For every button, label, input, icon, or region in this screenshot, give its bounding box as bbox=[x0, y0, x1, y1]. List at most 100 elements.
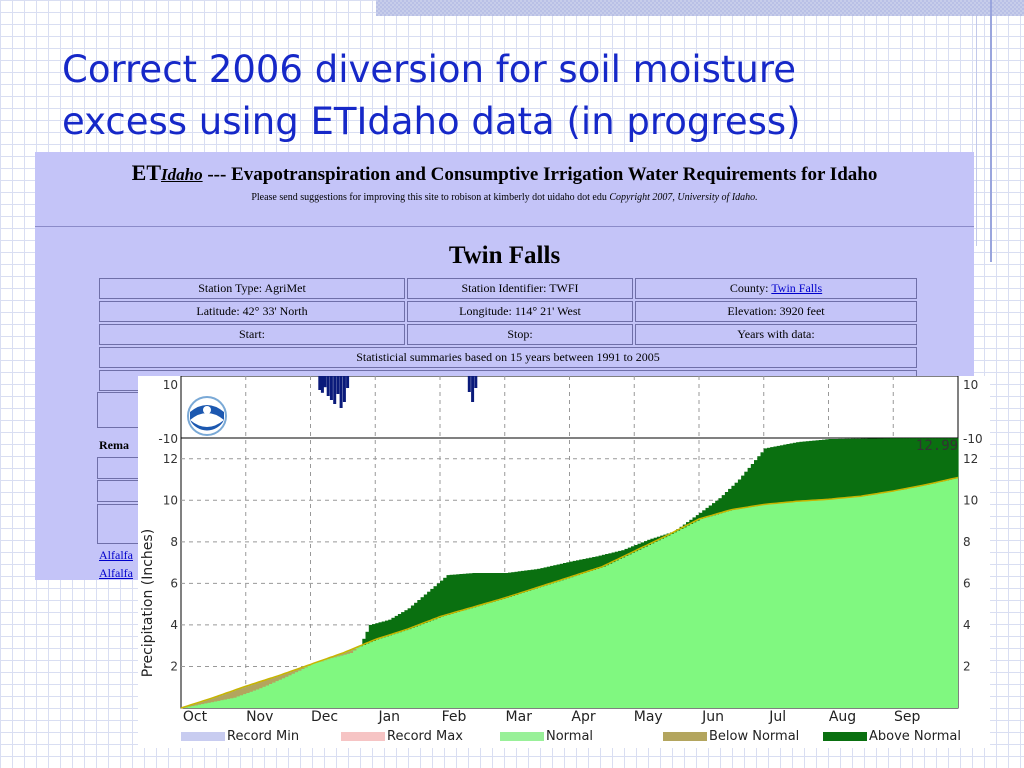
above-normal-segment bbox=[773, 446, 778, 504]
above-normal-segment bbox=[799, 441, 804, 502]
below-normal-segment bbox=[346, 651, 350, 654]
note-copyright: Copyright 2007, University of Idaho. bbox=[609, 192, 758, 203]
table-row: Start: Stop: Years with data: bbox=[99, 324, 917, 345]
crop-link[interactable]: Alfalfa bbox=[99, 548, 133, 562]
above-normal-segment bbox=[637, 543, 642, 550]
above-normal-segment bbox=[417, 600, 422, 626]
y-tick-label-right: 2 bbox=[963, 659, 971, 673]
above-normal-segment bbox=[362, 638, 367, 645]
above-normal-segment bbox=[653, 537, 658, 542]
legend-swatch bbox=[500, 732, 544, 741]
station-type-cell: Station Type: AgriMet bbox=[99, 278, 405, 299]
above-normal-segment bbox=[770, 447, 774, 504]
above-normal-segment bbox=[734, 482, 739, 510]
y-tick-label: 12 bbox=[163, 452, 178, 466]
above-normal-segment bbox=[809, 440, 813, 501]
above-normal-segment bbox=[611, 552, 616, 563]
above-normal-segment bbox=[724, 492, 729, 512]
longitude-cell: Longitude: 114° 21' West bbox=[407, 301, 633, 322]
y-tick-label: 2 bbox=[170, 659, 178, 673]
above-normal-segment bbox=[928, 438, 933, 484]
above-normal-segment bbox=[728, 488, 732, 511]
above-normal-segment bbox=[592, 557, 596, 570]
above-normal-segment bbox=[705, 507, 710, 518]
brand-idaho: Idaho bbox=[161, 165, 203, 184]
above-normal-segment bbox=[449, 574, 454, 614]
below-normal-segment bbox=[355, 647, 360, 649]
below-normal-segment bbox=[216, 696, 221, 701]
x-tick-label: Sep bbox=[894, 709, 921, 725]
brand-et: ET bbox=[131, 160, 162, 185]
above-normal-segment bbox=[572, 560, 577, 577]
below-normal-segment bbox=[291, 671, 295, 674]
above-normal-segment bbox=[469, 573, 473, 609]
above-normal-segment bbox=[397, 614, 402, 633]
above-normal-segment bbox=[767, 447, 771, 505]
above-normal-segment bbox=[656, 536, 661, 541]
above-normal-segment bbox=[844, 438, 849, 498]
above-normal-segment bbox=[452, 574, 457, 613]
above-normal-segment bbox=[951, 438, 956, 479]
above-normal-segment bbox=[903, 438, 907, 490]
table-row: Station Type: AgriMet Station Identifier… bbox=[99, 278, 917, 299]
above-normal-segment bbox=[783, 444, 787, 503]
daily-departure-bar bbox=[320, 376, 324, 393]
x-tick-label: Oct bbox=[183, 709, 208, 725]
x-tick-label: Nov bbox=[246, 709, 273, 725]
above-normal-segment bbox=[391, 617, 396, 635]
series-normal-line bbox=[180, 476, 959, 709]
above-normal-segment bbox=[456, 574, 460, 612]
above-normal-segment bbox=[588, 557, 593, 571]
etidaho-contact-note: Please send suggestions for improving th… bbox=[35, 192, 974, 203]
slide-vertical-rule bbox=[990, 0, 992, 262]
below-normal-segment bbox=[223, 694, 227, 700]
above-normal-segment bbox=[945, 438, 949, 481]
county-label: County: bbox=[729, 281, 772, 295]
below-normal-segment bbox=[229, 691, 234, 699]
above-normal-segment bbox=[605, 554, 609, 566]
below-normal-segment bbox=[349, 650, 354, 653]
table-fragment bbox=[97, 457, 139, 479]
below-normal-segment bbox=[200, 701, 205, 705]
y-tick-label: 6 bbox=[170, 576, 178, 590]
below-normal-segment bbox=[329, 657, 334, 659]
x-tick-label: Mar bbox=[506, 709, 533, 725]
above-normal-segment bbox=[420, 597, 425, 625]
above-normal-segment bbox=[443, 577, 447, 616]
below-normal-segment bbox=[239, 688, 244, 696]
above-normal-segment bbox=[886, 438, 891, 492]
above-normal-segment bbox=[537, 568, 541, 588]
above-normal-segment bbox=[702, 510, 706, 518]
below-normal-segment bbox=[333, 656, 337, 658]
above-normal-segment bbox=[796, 442, 800, 502]
below-normal-segment bbox=[281, 674, 286, 679]
above-normal-segment bbox=[365, 631, 370, 644]
above-normal-segment bbox=[462, 573, 467, 611]
above-normal-segment bbox=[896, 438, 901, 491]
start-cell: Start: bbox=[99, 324, 405, 345]
above-normal-segment bbox=[776, 445, 781, 504]
above-normal-segment bbox=[414, 602, 418, 627]
below-normal-segment bbox=[336, 655, 341, 657]
above-normal-segment bbox=[621, 550, 626, 558]
above-normal-segment bbox=[867, 438, 872, 496]
above-normal-segment bbox=[890, 438, 894, 492]
legend-label: Below Normal bbox=[709, 729, 799, 744]
daily-departure-bar bbox=[329, 376, 333, 400]
above-normal-segment bbox=[695, 515, 700, 521]
above-normal-segment bbox=[595, 556, 600, 569]
x-tick-label: Apr bbox=[571, 709, 595, 725]
y-tick-label: 4 bbox=[170, 618, 178, 632]
above-normal-segment bbox=[880, 438, 885, 494]
total-annotation: 12.99 bbox=[916, 438, 958, 454]
county-link[interactable]: Twin Falls bbox=[771, 281, 823, 295]
above-normal-segment bbox=[485, 573, 490, 604]
y-tick-label-right: 10 bbox=[963, 493, 978, 507]
below-normal-segment bbox=[304, 666, 308, 668]
above-normal-segment bbox=[841, 438, 846, 499]
above-normal-segment bbox=[624, 548, 629, 556]
above-normal-segment bbox=[812, 440, 817, 501]
above-normal-segment bbox=[915, 438, 920, 487]
table-row: Statisticial summaries based on 15 years… bbox=[99, 347, 917, 368]
crop-link[interactable]: Alfalfa bbox=[99, 566, 133, 580]
